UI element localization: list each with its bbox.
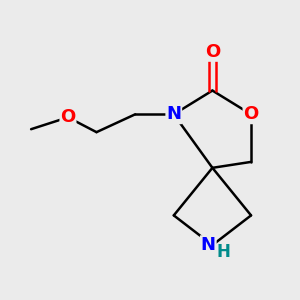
Text: N: N xyxy=(166,105,181,123)
Text: O: O xyxy=(243,105,259,123)
Text: O: O xyxy=(205,43,220,61)
Text: O: O xyxy=(60,108,76,126)
Text: H: H xyxy=(216,243,230,261)
Text: N: N xyxy=(201,236,216,254)
